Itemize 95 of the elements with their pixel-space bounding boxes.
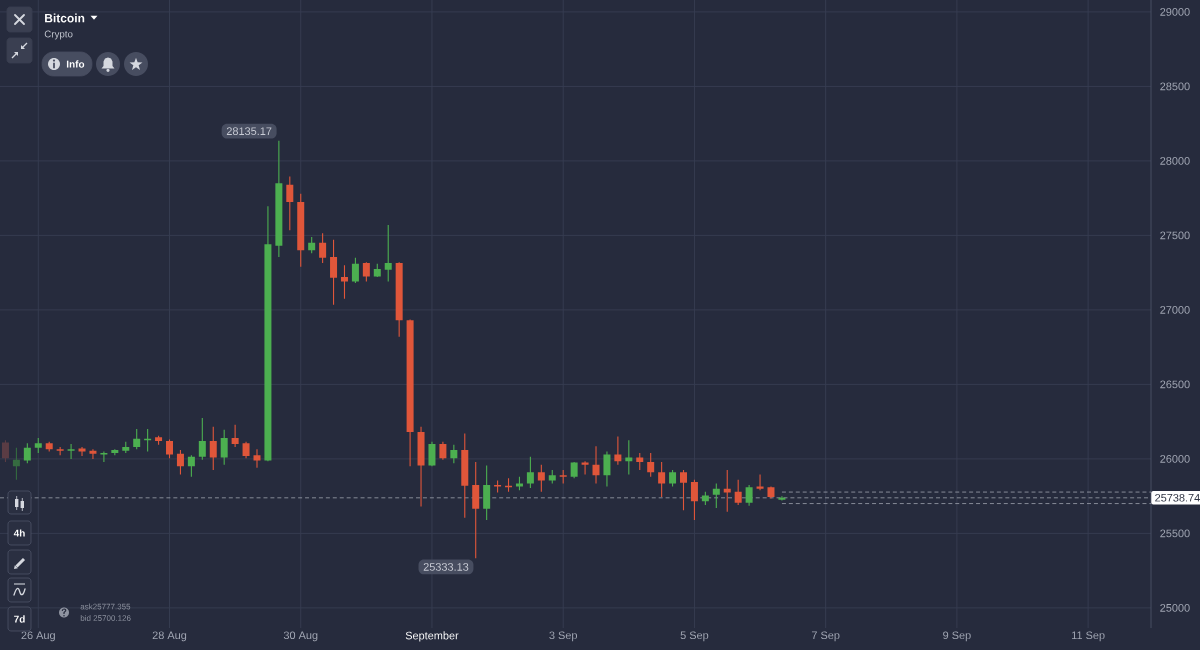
candlestick [472, 461, 480, 559]
y-tick-label: 26500 [1160, 380, 1190, 389]
candlestick [581, 461, 589, 475]
candlestick [439, 441, 447, 460]
candlestick [242, 441, 250, 459]
candlestick [340, 265, 348, 299]
candlestick [680, 470, 687, 511]
candlestick [592, 446, 600, 484]
candlestick [745, 484, 753, 506]
candlestick [384, 224, 392, 282]
candlestick [209, 426, 217, 471]
candlestick [220, 429, 228, 465]
annotation: 7d [14, 615, 25, 623]
candlestick [483, 465, 491, 520]
y-tick-label: 25500 [1160, 529, 1190, 538]
y-tick-label: 29000 [1160, 8, 1190, 16]
candlestick [34, 438, 42, 453]
candlestick [198, 417, 206, 460]
candlestick [625, 440, 633, 475]
x-tick-label: September [405, 631, 459, 642]
candlestick [56, 446, 64, 456]
candlestick [253, 449, 261, 468]
x-tick-label: 11 Sep [1072, 631, 1105, 642]
candlestick [122, 441, 130, 453]
candlestick [712, 483, 720, 509]
candlestick [45, 441, 53, 452]
annotation: bid 25700.126 [80, 615, 131, 621]
candlestick [756, 474, 764, 491]
candlestick [89, 449, 97, 459]
y-tick-label: 26000 [1160, 455, 1190, 463]
candlestick [428, 441, 436, 467]
x-tick-label: 26 Aug [21, 631, 55, 642]
y-tick-label: 27000 [1160, 306, 1190, 314]
candlestick [778, 496, 786, 501]
candlestick [78, 446, 86, 456]
x-tick-label: 3 Sep [549, 631, 578, 642]
candlestick [395, 262, 403, 337]
x-tick-label: 5 Sep [680, 631, 709, 642]
x-tick-label: 7 Sep [811, 631, 840, 642]
candlestick [461, 433, 469, 518]
candlestick [636, 452, 644, 471]
candlestick [526, 456, 534, 488]
candlestick [297, 193, 305, 267]
candlestick [166, 439, 174, 459]
candlestick [133, 429, 141, 450]
candlestick [690, 479, 698, 520]
candlestick [362, 262, 370, 282]
candlestick [264, 206, 272, 462]
candlestick [373, 263, 381, 278]
candlestick [658, 461, 666, 497]
candlestick [111, 449, 119, 456]
annotation: ask25777.355 [80, 603, 131, 610]
text: Bitcoin [45, 13, 85, 23]
annotation: 4h [13, 529, 25, 537]
y-tick-label: 28500 [1160, 82, 1190, 91]
candlestick [450, 444, 458, 464]
y-tick-label: 28000 [1160, 157, 1190, 165]
x-tick-label: 30 Aug [283, 631, 318, 642]
candlestick [187, 455, 195, 477]
candlestick [559, 470, 567, 484]
candlestick [603, 451, 611, 487]
candlestick [275, 140, 283, 258]
candlestick [351, 257, 359, 284]
candlestick [176, 449, 184, 475]
candlestick [155, 435, 163, 445]
candlestick [515, 476, 523, 491]
annotation: 25333.13 [423, 563, 469, 571]
candlestick [734, 479, 742, 506]
candlestick [537, 464, 545, 492]
ref-line-label: 25738.74 [1155, 493, 1200, 502]
y-tick-label: 25000 [1160, 604, 1190, 612]
candlestick [647, 452, 655, 477]
candlestick [417, 426, 425, 507]
candlestick [12, 447, 20, 480]
candlestick [767, 486, 775, 499]
candlestick [669, 470, 677, 487]
candlestick [286, 176, 294, 231]
candlestick [701, 491, 709, 506]
candlestick [67, 444, 75, 459]
candlestick [548, 470, 556, 484]
annotation: Info [66, 60, 85, 68]
candlestick [406, 319, 414, 467]
candlestick [330, 239, 338, 305]
text: Crypto [44, 30, 73, 40]
y-tick-label: 27500 [1160, 231, 1190, 240]
x-tick-label: 28 Aug [152, 631, 187, 642]
x-tick-label: 9 Sep [943, 631, 971, 642]
candlestick [1, 440, 9, 462]
candlestick [308, 236, 316, 254]
candlestick [231, 424, 239, 447]
candlestick [614, 436, 622, 465]
candlestick [319, 233, 327, 263]
candlestick [570, 461, 578, 479]
annotation: 28135.17 [226, 127, 272, 136]
candlestick [23, 443, 31, 464]
